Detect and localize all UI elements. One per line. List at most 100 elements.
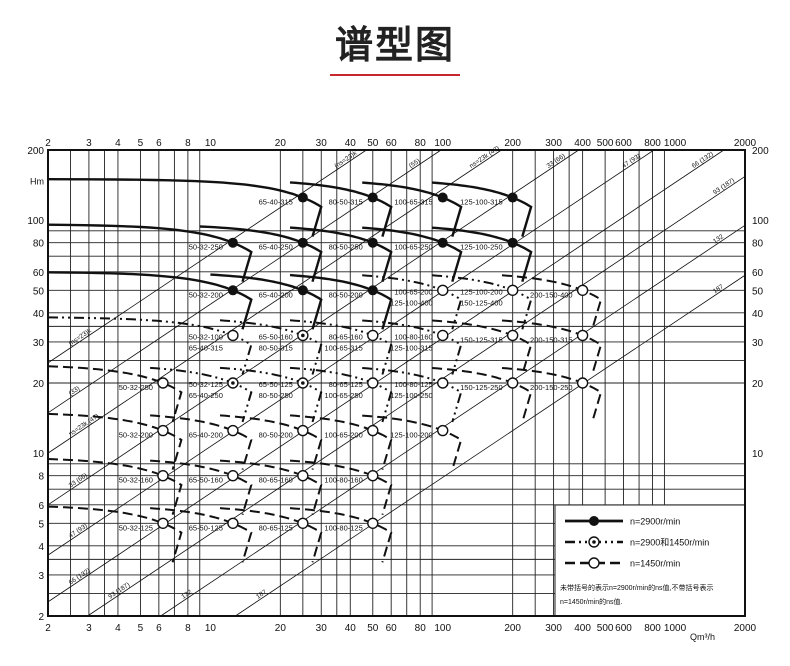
head-curve [47, 365, 183, 423]
pump-model-label: 80-50-315 [259, 343, 293, 352]
ns-line [87, 176, 746, 617]
x-tick-label-top: 100 [434, 138, 451, 149]
head-curve [289, 414, 393, 470]
x-tick-label-bottom: 800 [644, 623, 661, 634]
head-curve [501, 367, 603, 423]
pump-model-label: 100-65-200 [324, 431, 362, 440]
y-tick-label-left: 20 [33, 379, 45, 390]
head-curve [150, 507, 253, 563]
y-tick-label-left: 200 [27, 146, 44, 157]
operating-point-filled [227, 237, 238, 248]
pump-model-label: 125-100-250 [460, 243, 503, 252]
head-curve [47, 271, 253, 330]
ns-label: ns=23k (47) [468, 145, 501, 170]
x-tick-label-top: 40 [345, 138, 357, 149]
y-axis-label: Hm [30, 176, 44, 186]
operating-point-center [301, 333, 305, 338]
pump-curve: 65-50-160 80-50-315 [219, 319, 323, 375]
operating-point-filled [297, 192, 308, 203]
pump-curve: 80-50-315 [289, 181, 393, 237]
legend-box [554, 504, 746, 617]
operating-point-center [231, 381, 235, 385]
pump-model-label: 80-50-200 [259, 431, 293, 440]
pump-model-label: 50-32-125 [119, 523, 153, 532]
x-tick-label-top: 80 [415, 138, 427, 149]
y-tick-label-right: 200 [752, 146, 769, 157]
y-tick-label-left: 4 [38, 542, 44, 553]
pump-model-label: 100-65-250 [324, 391, 362, 400]
pump-model-label: 80-65-125 [259, 523, 293, 532]
y-tick-label-right: 40 [752, 309, 764, 320]
x-tick-label-bottom: 500 [597, 623, 614, 634]
head-curve [432, 319, 533, 375]
y-tick-label-left: 3 [38, 571, 44, 582]
x-tick-label-top: 500 [597, 138, 614, 149]
ns-line [47, 149, 655, 556]
pump-model-label: 50-32-100 [189, 332, 223, 341]
x-tick-label-top: 400 [574, 138, 591, 149]
legend-label: n=1450r/min [630, 559, 680, 569]
head-curve [432, 181, 533, 237]
pump-curve: 65-50-160 [150, 459, 253, 515]
pump-curve: 100-80-160 [289, 459, 393, 515]
pump-model-label: 150-125-250 [460, 383, 503, 392]
head-curve [362, 181, 463, 237]
x-tick-label-top: 2 [45, 138, 51, 149]
pump-curve: 80-65-160 [219, 459, 323, 515]
pump-curve: 65-40-315 [47, 178, 323, 237]
operating-point-filled [589, 516, 599, 526]
head-curve [219, 414, 323, 470]
pump-model-label: 125-100-200 [390, 431, 433, 440]
ns-label: 66 (132) [691, 151, 715, 170]
operating-point-open [576, 284, 589, 296]
pump-model-label: 65-40-200 [189, 431, 223, 440]
pump-model-label: 100-65-315 [394, 198, 432, 207]
y-tick-label-right: 20 [752, 379, 764, 390]
head-curve [289, 181, 393, 237]
pump-curve: 150-125-315 [432, 319, 533, 375]
head-curve [150, 459, 253, 515]
head-curve [289, 366, 393, 423]
pump-curve: 100-80-160 125-100-315 [362, 319, 463, 375]
pump-model-label: 125-100-250 [390, 391, 433, 400]
pump-curve: 80-65-125 [219, 507, 323, 563]
pump-curve: 100-80-125 [289, 507, 393, 563]
y-tick-label-right: 100 [752, 216, 769, 227]
head-curve [219, 319, 323, 375]
head-curve [289, 273, 393, 330]
ns-label: 93 (187) [107, 581, 131, 600]
pump-model-label: 100-65-200 [394, 287, 432, 296]
ns-line [47, 149, 502, 454]
pump-model-label: 80-50-250 [259, 391, 293, 400]
pump-curve: 65-50-125 [150, 507, 253, 563]
pump-curve: 50-32-200 [47, 271, 253, 330]
operating-point-open [157, 424, 169, 437]
operating-point-open [367, 470, 379, 482]
head-curve [501, 319, 603, 375]
x-tick-label-top: 200 [504, 138, 521, 149]
pump-model-label: 50-32-125 [189, 380, 223, 389]
pump-curve: 50-32-200 [47, 412, 183, 470]
head-curve [362, 274, 463, 330]
x-tick-label-bottom: 2 [45, 623, 51, 634]
operating-point-filled [507, 237, 518, 248]
pump-curve: 50-32-125 [47, 505, 183, 563]
operating-point-center [592, 540, 596, 544]
head-curve [362, 226, 463, 283]
pump-model-label: 150-125-400 [460, 298, 503, 307]
ns-label: (55) [408, 158, 422, 170]
x-tick-label-bottom: 6 [156, 623, 162, 634]
x-tick-label-bottom: 100 [434, 623, 451, 634]
operating-point-open [227, 424, 239, 437]
x-tick-label-bottom: 400 [574, 623, 591, 634]
pump-model-label: 50-32-250 [119, 383, 153, 392]
x-tick-label-top: 1000 [664, 138, 687, 149]
pump-curve: 50-32-100 65-40-315 [47, 316, 253, 375]
head-curve [210, 273, 323, 330]
y-tick-label-right: 60 [752, 268, 764, 279]
legend-label: n=2900r/min [630, 517, 680, 527]
operating-point-open [227, 329, 239, 342]
pump-curve: 65-50-125 80-50-250 [219, 366, 323, 423]
x-tick-label-top: 60 [386, 138, 398, 149]
pump-curve: 80-50-200 [289, 273, 393, 330]
